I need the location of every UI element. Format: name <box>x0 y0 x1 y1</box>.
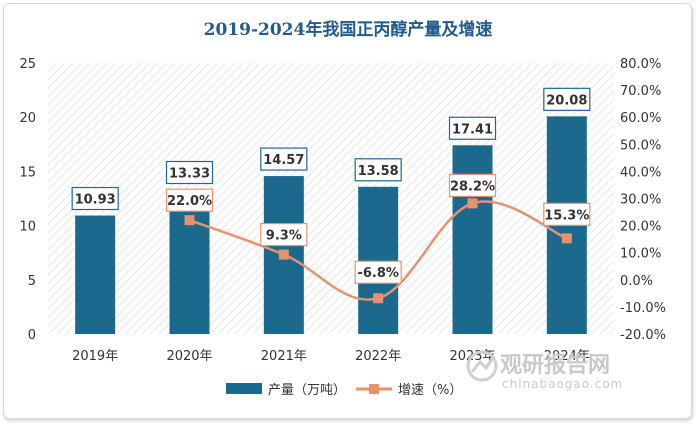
watermark-sub: chinabaogao.com <box>502 377 623 391</box>
bar-value-label-box <box>260 147 308 171</box>
right-tick-label: 80.0% <box>620 57 661 72</box>
right-tick-label: 60.0% <box>620 111 661 126</box>
bar-value-label-box <box>354 158 402 182</box>
line-point <box>278 249 289 260</box>
x-tick-label: 2022年 <box>355 349 401 364</box>
bar-value-label-box <box>448 116 497 140</box>
line-value-label: 28.2% <box>448 173 497 197</box>
line-point <box>561 233 572 244</box>
watermark-main: 观研报告网 <box>500 353 610 378</box>
bar-value-label-box <box>543 87 591 111</box>
right-tick-label: 70.0% <box>620 84 661 99</box>
line-value-label-text: -6.8% <box>357 266 398 281</box>
line-point <box>467 198 478 209</box>
line-value-label-box <box>543 202 591 226</box>
line-value-label-box <box>354 260 402 284</box>
bar-value-label-text: 13.33 <box>169 167 210 182</box>
right-tick-label: 0.0% <box>620 274 653 289</box>
bar-value-label-box <box>71 186 119 211</box>
line-value-label: 15.3% <box>543 202 591 226</box>
left-tick-label: 25 <box>19 57 36 72</box>
bar-value-label: 13.33 <box>165 160 214 185</box>
bar <box>452 145 493 334</box>
bar-value-label: 20.08 <box>543 87 591 111</box>
left-axis: 0 5 10 15 20 25 <box>19 57 36 343</box>
bar-value-label-text: 13.58 <box>358 164 399 179</box>
line-value-label-text: 9.3% <box>266 229 302 244</box>
legend-bar-swatch <box>226 383 262 394</box>
line-value-label: 22.0% <box>165 188 214 212</box>
left-tick-label: 0 <box>28 328 36 343</box>
bar <box>75 215 116 334</box>
x-tick-label: 2024年 <box>544 349 590 364</box>
right-tick-label: 50.0% <box>620 138 661 153</box>
watermark-logo-icon <box>466 350 498 382</box>
left-tick-label: 10 <box>19 220 36 235</box>
bar <box>358 186 399 334</box>
line-data-labels: 22.0% 9.3% -6.8% 28.2% 15.3% <box>165 173 591 284</box>
right-axis: -20.0% -10.0% 0.0% 10.0% 20.0% 30.0% 40.0% 50.0… <box>620 57 666 343</box>
bar-value-label: 10.93 <box>71 186 119 211</box>
legend-bar-label: 产量（万吨） <box>268 383 346 398</box>
bar-value-label-text: 14.57 <box>263 153 304 168</box>
right-tick-label: -10.0% <box>620 301 666 316</box>
right-tick-label: 20.0% <box>620 220 661 235</box>
watermark: 观研报告网 chinabaogao.com <box>466 350 623 391</box>
line-value-label-text: 28.2% <box>450 179 495 194</box>
bar-value-label-box <box>165 160 214 185</box>
legend-line-marker <box>369 384 379 394</box>
chart-title: 2019-2024年我国正丙醇产量及增速 <box>204 19 493 40</box>
left-tick-label: 5 <box>28 274 36 289</box>
right-tick-label: 10.0% <box>620 247 661 262</box>
x-tick-label: 2019年 <box>72 349 118 364</box>
right-tick-label: 30.0% <box>620 193 661 208</box>
line-value-label-box <box>448 173 497 197</box>
line-value-label-text: 15.3% <box>544 208 589 223</box>
line-value-label-box <box>165 188 214 212</box>
bar-value-label: 13.58 <box>354 158 402 182</box>
bar-data-labels: 10.93 13.33 14.57 13.58 17.41 20.08 <box>71 87 591 211</box>
bar-value-label: 14.57 <box>260 147 308 171</box>
bar-value-label-text: 10.93 <box>75 193 116 208</box>
line-point <box>184 215 195 226</box>
bar-value-label-text: 17.41 <box>452 122 493 137</box>
right-tick-label: 40.0% <box>620 165 661 180</box>
bar-value-label-text: 20.08 <box>546 93 587 108</box>
line-value-label: -6.8% <box>354 260 402 284</box>
line-series <box>184 198 572 304</box>
plot-area <box>48 63 614 334</box>
bar-value-label: 17.41 <box>448 116 497 140</box>
left-tick-label: 20 <box>19 111 36 126</box>
legend: 产量（万吨） 增速（%） <box>226 383 462 398</box>
line-value-label: 9.3% <box>260 222 308 247</box>
x-tick-label: 2020年 <box>166 349 212 364</box>
legend-line-label: 增速（%） <box>398 383 462 398</box>
line-value-label-box <box>260 222 308 247</box>
line-value-label-text: 22.0% <box>167 194 212 209</box>
right-tick-label: -20.0% <box>620 328 666 343</box>
x-tick-label: 2021年 <box>261 349 307 364</box>
bar <box>169 189 210 334</box>
left-tick-label: 15 <box>19 165 36 180</box>
line-point <box>373 293 384 304</box>
